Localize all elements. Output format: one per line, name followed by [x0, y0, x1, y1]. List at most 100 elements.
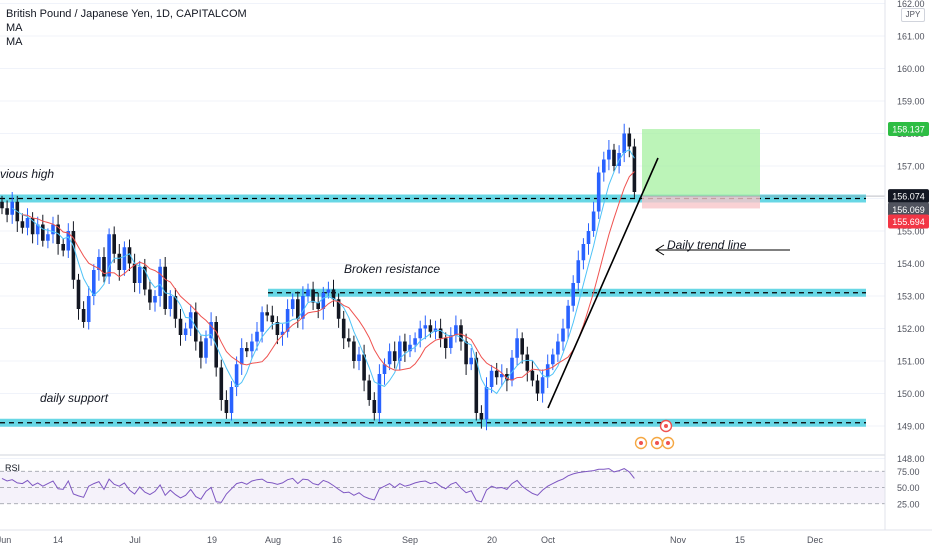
stop-zone — [642, 196, 760, 209]
candle-body — [92, 270, 96, 296]
ma-slow-line — [22, 171, 635, 381]
candle-body — [245, 348, 249, 352]
badge-entry-text: 156.069 — [892, 205, 925, 215]
candle-body — [392, 351, 397, 361]
label-previous-high: vious high — [0, 167, 54, 181]
candle-body — [326, 289, 331, 293]
candle-body — [545, 364, 550, 378]
candle-body — [382, 364, 387, 374]
rsi-tick-label: 25.00 — [897, 499, 920, 509]
candle-body — [239, 348, 244, 365]
candle-body — [627, 133, 632, 147]
candle-body — [229, 387, 234, 413]
candle-body — [316, 302, 320, 309]
label-daily-support: daily support — [40, 391, 109, 405]
candle-body — [234, 364, 239, 387]
candle-body — [97, 257, 101, 270]
candle-body — [367, 380, 371, 400]
candle-body — [602, 159, 606, 173]
candle-body — [71, 231, 76, 280]
price-tick-label: 162.00 — [897, 0, 925, 9]
time-tick-label: 15 — [735, 535, 745, 545]
candle-body — [515, 338, 519, 358]
rsi-tick-label: 50.00 — [897, 483, 920, 493]
candle-body — [469, 357, 473, 365]
chart-header: British Pound / Japanese Yen, 1D, CAPITA… — [6, 7, 247, 49]
candle-body — [464, 341, 468, 365]
badge-stop-text: 155.694 — [892, 217, 925, 227]
candle-body — [387, 351, 392, 365]
candle-body — [66, 231, 71, 251]
candle-body — [428, 325, 433, 332]
indicator-label-ma-2[interactable]: MA — [6, 36, 23, 48]
candle-body — [530, 370, 535, 381]
candle-body — [132, 263, 137, 283]
candle-body — [591, 211, 596, 231]
event-marker-dot — [666, 441, 670, 445]
trend-arrow-head — [655, 244, 665, 256]
candle-body — [571, 283, 575, 306]
candle-body — [199, 341, 203, 358]
candle-body — [581, 244, 586, 261]
candle-body — [102, 257, 106, 277]
candle-body — [5, 208, 9, 215]
rsi-label: RSI — [5, 463, 20, 473]
price-tick-label: 148.00 — [897, 454, 925, 464]
candle-body — [576, 260, 581, 283]
candle-body — [306, 289, 310, 296]
time-tick-label: Nov — [670, 535, 687, 545]
candle-body — [352, 341, 356, 361]
candle-body — [117, 253, 122, 270]
currency-badge[interactable]: JPY — [901, 8, 925, 22]
candle-body — [0, 201, 4, 209]
candle-body — [219, 367, 224, 400]
symbol-title: British Pound / Japanese Yen, 1D, CAPITA… — [6, 8, 247, 20]
candle-body — [51, 224, 55, 235]
candle-body — [204, 338, 208, 358]
candle-body — [336, 299, 341, 319]
candle-body — [479, 413, 484, 420]
candle-body — [178, 318, 183, 335]
candle-body — [331, 289, 336, 300]
candle-body — [341, 318, 346, 339]
candle-body — [260, 312, 264, 332]
badge-stop — [888, 214, 929, 229]
candle-body — [148, 289, 152, 303]
candle-body — [510, 357, 514, 381]
price-tick-label: 160.00 — [897, 64, 925, 74]
candle-body — [596, 172, 601, 212]
candle-body — [540, 377, 545, 394]
candle-body — [494, 370, 499, 378]
badge-entry — [888, 202, 929, 217]
candle-body — [377, 374, 382, 413]
time-tick-label: Aug — [265, 535, 281, 545]
candle-body — [454, 325, 458, 335]
candle-body — [321, 292, 326, 309]
candle-body — [173, 296, 178, 319]
time-tick-label: Jul — [129, 535, 141, 545]
time-tick-label: Sep — [402, 535, 418, 545]
indicator-label-ma-1[interactable]: MA — [6, 22, 23, 34]
time-tick-label: 16 — [332, 535, 342, 545]
candle-body — [81, 309, 86, 322]
candle-body — [122, 247, 127, 270]
label-trend-line: Daily trend line — [667, 238, 747, 252]
candle-body — [183, 328, 188, 335]
candle-body — [408, 344, 412, 352]
time-tick-label: Jun — [0, 535, 11, 545]
candle-body — [188, 312, 193, 329]
time-tick-label: 19 — [207, 535, 217, 545]
candle-body — [443, 338, 448, 348]
candle-body — [158, 266, 162, 296]
candle-body — [137, 266, 142, 283]
badge-last-price — [888, 189, 929, 204]
candle-body — [143, 266, 147, 290]
candle-body — [296, 299, 300, 319]
candle-body — [489, 370, 494, 387]
candle-body — [61, 244, 65, 251]
price-tick-label: 149.00 — [897, 422, 925, 432]
candle-body — [362, 354, 366, 381]
candle-body — [127, 247, 132, 264]
